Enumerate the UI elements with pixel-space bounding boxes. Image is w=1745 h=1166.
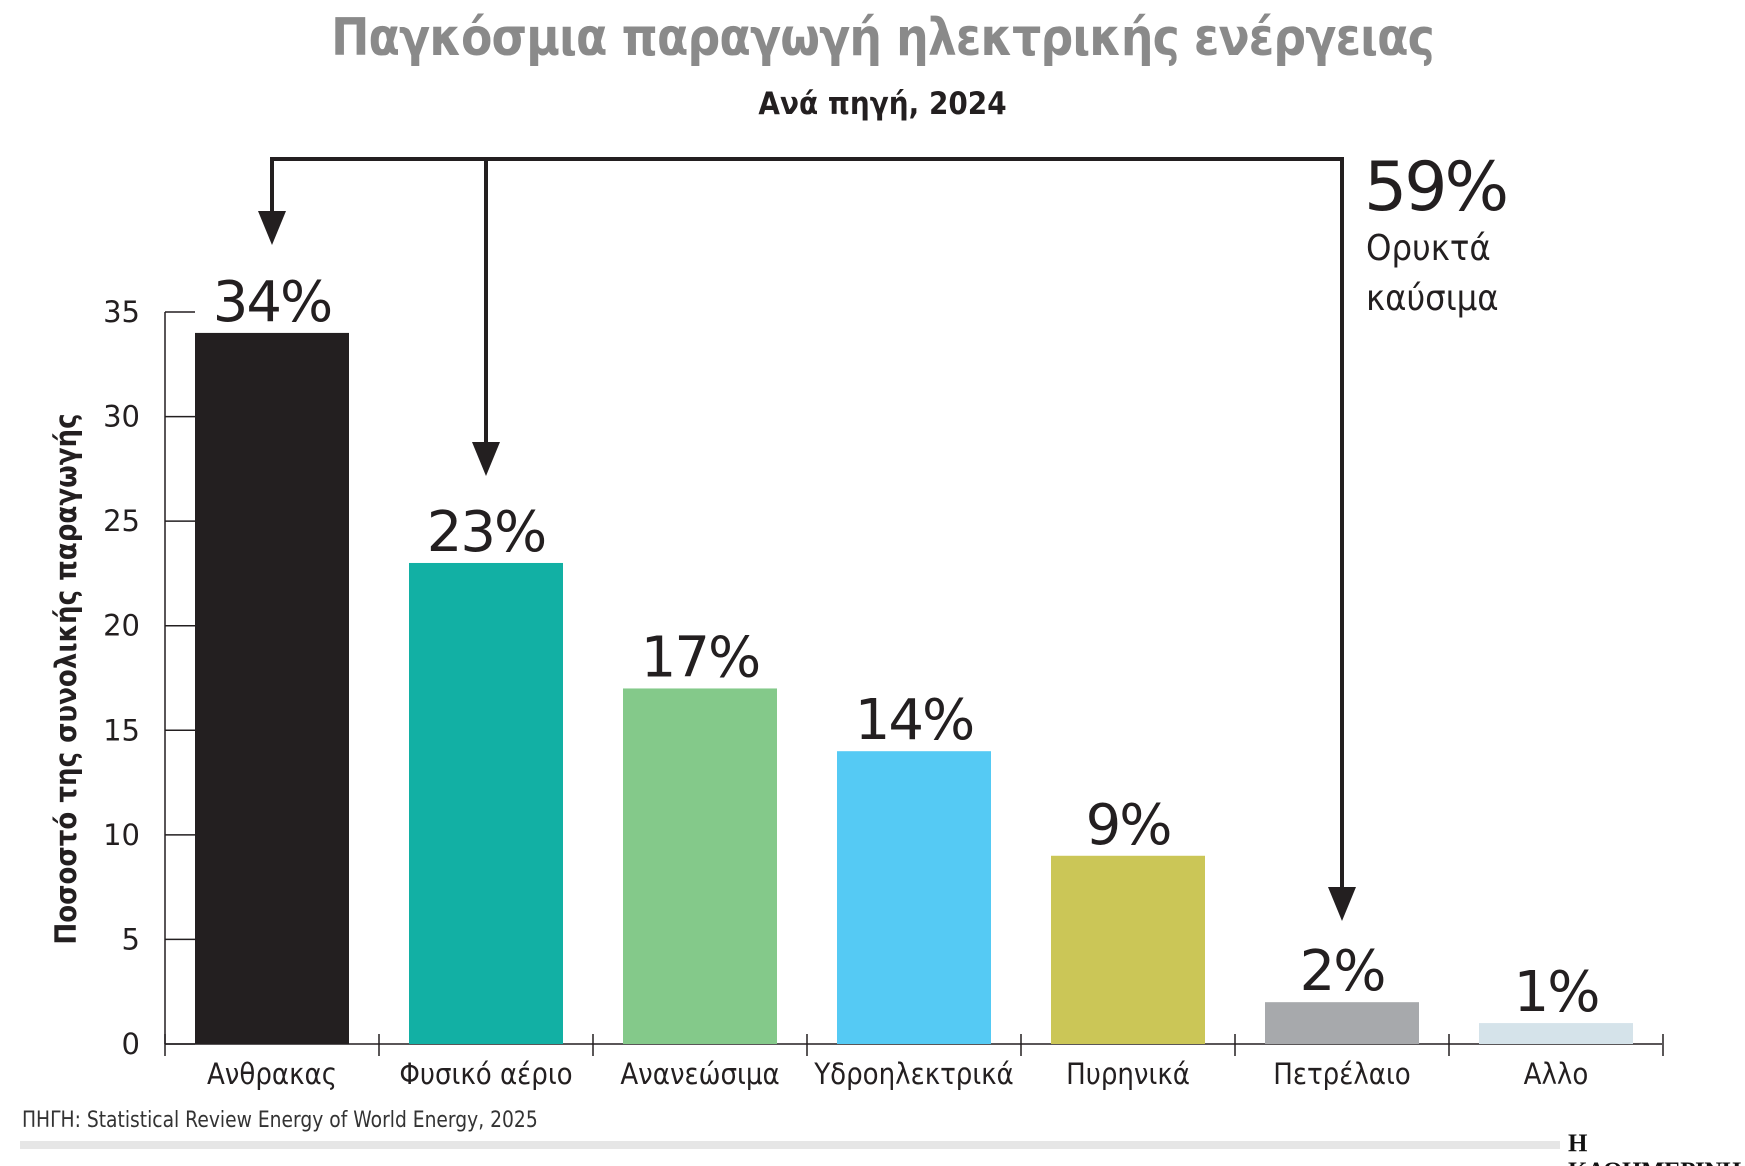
arrow-head-icon bbox=[472, 442, 500, 476]
y-tick-label: 35 bbox=[103, 295, 140, 329]
footer-rule bbox=[20, 1141, 1560, 1149]
bar-2 bbox=[409, 562, 563, 1044]
source-note: ΠΗΓΗ: Statistical Review Energy of World… bbox=[22, 1108, 538, 1133]
annotation-label: καύσιμα bbox=[1366, 278, 1499, 319]
bar-4 bbox=[837, 751, 991, 1044]
bracket-line bbox=[270, 157, 1344, 901]
bar-5 bbox=[1051, 855, 1205, 1044]
data-label: 34% bbox=[213, 270, 331, 335]
bar-7 bbox=[1479, 1023, 1633, 1044]
x-tick-label: Πετρέλαιο bbox=[1273, 1057, 1411, 1091]
x-tick-label: Πυρηνικά bbox=[1066, 1057, 1190, 1091]
bar-1 bbox=[195, 332, 349, 1044]
arrow-head-icon bbox=[258, 211, 286, 245]
y-tick-label: 20 bbox=[103, 609, 140, 643]
annotation-value: 59% bbox=[1364, 148, 1506, 227]
x-tick-label: Υδροηλεκτρικά bbox=[813, 1057, 1014, 1091]
data-label: 9% bbox=[1086, 793, 1171, 858]
chart-title: Παγκόσμια παραγωγή ηλεκτρικής ενέργειας bbox=[331, 8, 1435, 68]
y-tick-label: 5 bbox=[122, 922, 140, 956]
chart-subtitle: Ανά πηγή, 2024 bbox=[758, 86, 1007, 122]
data-label: 2% bbox=[1300, 939, 1385, 1004]
bar-3 bbox=[623, 688, 777, 1044]
bar-6 bbox=[1265, 1002, 1419, 1044]
x-tick-label: Ανανεώσιμα bbox=[620, 1057, 779, 1091]
y-tick-label: 15 bbox=[103, 713, 140, 747]
y-tick-label: 30 bbox=[103, 400, 140, 434]
annotation-label: Ορυκτά bbox=[1366, 228, 1491, 269]
y-tick-label: 10 bbox=[103, 818, 140, 852]
y-tick-label: 25 bbox=[103, 504, 140, 538]
y-tick-label: 0 bbox=[122, 1027, 140, 1061]
x-tick-label: Ανθρακας bbox=[207, 1057, 337, 1091]
x-tick-label: Αλλο bbox=[1524, 1057, 1589, 1091]
x-tick-label: Φυσικό αέριο bbox=[399, 1057, 572, 1091]
arrow-head-icon bbox=[1328, 887, 1356, 921]
data-label: 14% bbox=[855, 688, 973, 753]
data-label: 23% bbox=[427, 500, 545, 565]
data-label: 17% bbox=[641, 625, 759, 690]
publisher-logo: Η ΚΑΘΗΜΕΡΙΝΗ bbox=[1568, 1130, 1741, 1166]
data-label: 1% bbox=[1514, 960, 1599, 1025]
y-axis-label: Ποσοστό της συνολικής παραγωγής bbox=[49, 413, 83, 944]
